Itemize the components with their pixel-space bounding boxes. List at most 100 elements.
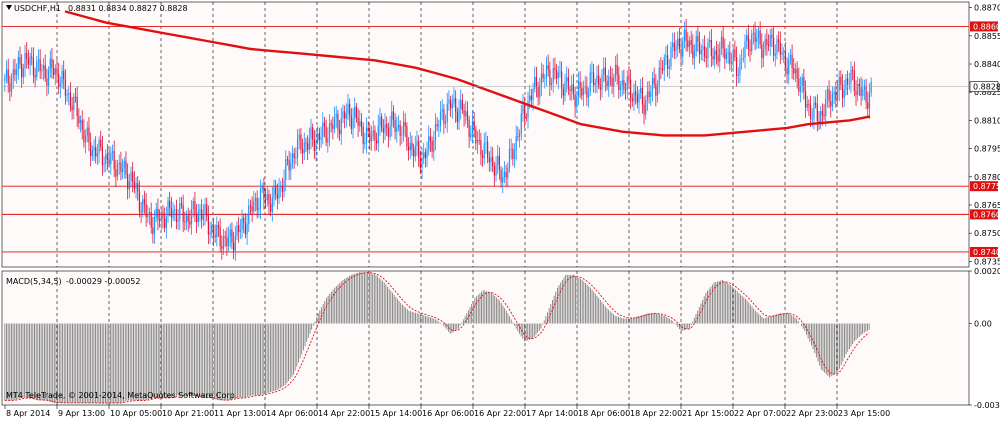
- candle-body: [841, 84, 844, 98]
- candle-body: [566, 77, 568, 82]
- candle-body: [688, 40, 691, 48]
- candle-body: [448, 99, 450, 104]
- chevron-down-icon[interactable]: [6, 5, 12, 10]
- candle-body: [658, 67, 660, 86]
- candle-body: [513, 150, 516, 159]
- candle-body: [167, 200, 169, 216]
- candle-body: [266, 194, 268, 200]
- candle-body: [555, 70, 558, 79]
- candle-body: [4, 77, 6, 81]
- candle-body: [778, 39, 780, 43]
- level-price-tag: [970, 181, 998, 192]
- candle-body: [732, 49, 734, 62]
- candle-body: [300, 134, 302, 150]
- macd-histogram: [4, 272, 870, 403]
- candle-body: [589, 72, 591, 92]
- candle-body: [850, 69, 852, 84]
- time-tick-label: 22 Apr 07:00: [734, 409, 786, 418]
- candle-body: [789, 54, 792, 60]
- candle-body: [621, 80, 623, 86]
- candle-body: [180, 203, 183, 206]
- candle-body: [835, 91, 837, 99]
- candle-body: [76, 97, 78, 117]
- time-tick-label: 17 Apr 14:00: [526, 409, 578, 418]
- candle-body: [370, 136, 373, 142]
- candle-body: [683, 29, 686, 42]
- candle-body: [313, 139, 315, 151]
- candle-body: [194, 200, 196, 216]
- price-pane[interactable]: USDCHF,H1 0.8831 0.8834 0.8827 0.8828: [1, 1, 970, 268]
- candle-body: [241, 217, 243, 230]
- time-tick-label: 22 Apr 23:00: [786, 409, 838, 418]
- candle-body: [608, 76, 610, 87]
- candle-body: [692, 45, 694, 59]
- candle-body: [187, 215, 189, 222]
- candle-body: [51, 58, 53, 68]
- candle-body: [34, 75, 36, 78]
- candle-body: [818, 121, 820, 122]
- candle-body: [172, 210, 174, 218]
- candle-body: [456, 112, 458, 123]
- candle-body: [490, 156, 492, 163]
- candle-body: [315, 141, 317, 151]
- candle-body: [749, 49, 751, 52]
- candle-body: [308, 138, 310, 150]
- candle-body: [734, 49, 736, 58]
- candle-body: [512, 148, 514, 159]
- candle-body: [561, 71, 563, 89]
- candle-body: [722, 36, 724, 49]
- candle-body: [271, 197, 273, 212]
- candle-body: [121, 167, 124, 172]
- candle-body: [212, 225, 215, 236]
- candle-body: [310, 127, 312, 139]
- price-tick-label: 0.8825: [974, 88, 1000, 97]
- candle-body: [113, 151, 115, 170]
- candle-body: [862, 89, 864, 96]
- macd-pane[interactable]: MACD(5,34,5) -0.00029 -0.00052 MT4 TeleT…: [1, 270, 970, 406]
- candle-body: [857, 84, 859, 96]
- candle-body: [641, 87, 643, 105]
- candle-body: [145, 204, 147, 218]
- candle-body: [394, 119, 396, 132]
- candle-body: [611, 77, 613, 87]
- level-price-label: 0.8860: [973, 22, 1000, 31]
- candle-body: [56, 68, 58, 74]
- candle-body: [201, 209, 203, 220]
- candle-body: [752, 32, 755, 35]
- candle-body: [132, 172, 134, 182]
- candle-body: [148, 212, 151, 214]
- price-pane-background: [1, 1, 970, 268]
- candle-body: [298, 134, 300, 140]
- candle-body: [498, 155, 500, 171]
- candle-body: [165, 215, 167, 228]
- candle-body: [216, 225, 218, 238]
- candle-body: [581, 88, 583, 96]
- candle-body: [687, 40, 689, 48]
- current-price-tag: [969, 81, 999, 92]
- candle-body: [820, 111, 822, 122]
- candle-body: [493, 166, 495, 176]
- candle-body: [305, 142, 307, 144]
- candle-body: [619, 85, 622, 91]
- candle-body: [93, 147, 95, 151]
- candle-body: [301, 149, 304, 154]
- candle-body: [693, 51, 696, 59]
- candle-body: [695, 36, 697, 52]
- candle-body: [409, 142, 411, 151]
- time-tick-label: 10 Apr 05:00: [110, 409, 162, 418]
- candle-body: [41, 69, 43, 72]
- candle-body: [120, 162, 122, 172]
- candle-body: [843, 89, 845, 98]
- candle-body: [542, 73, 544, 79]
- candle-body: [737, 74, 739, 76]
- candle-body: [280, 185, 282, 188]
- candle-body: [571, 84, 573, 91]
- price-tick-label: 0.8780: [974, 173, 1000, 182]
- candle-body: [863, 85, 866, 90]
- candle-body: [342, 111, 344, 119]
- candle-body: [746, 35, 748, 41]
- candle-body: [517, 136, 519, 137]
- candle-body: [804, 91, 807, 108]
- candle-body: [673, 42, 675, 52]
